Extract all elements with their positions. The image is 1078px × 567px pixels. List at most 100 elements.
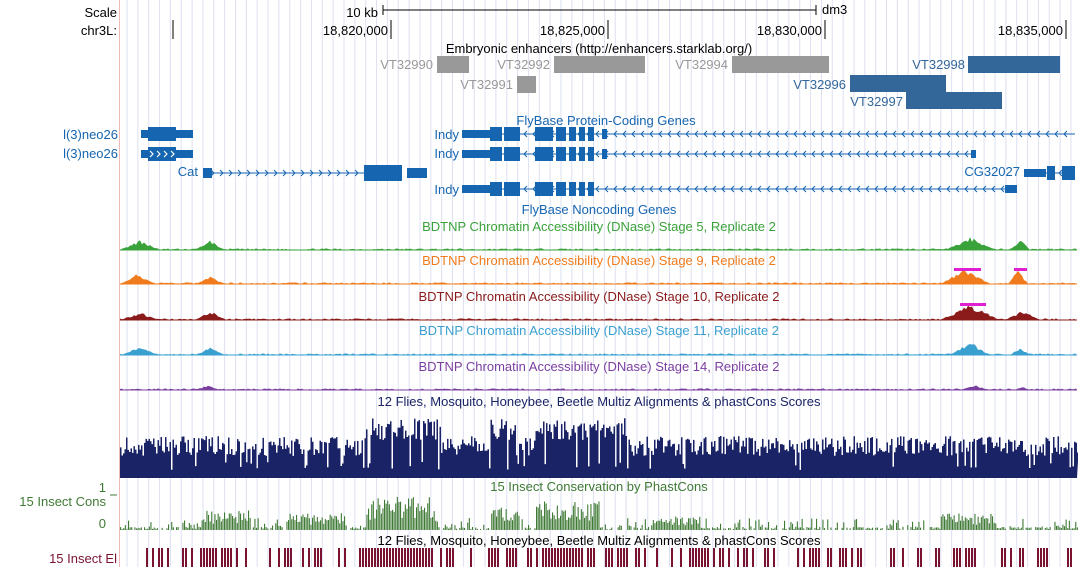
gene-exon[interactable]	[504, 127, 520, 141]
gene-exon[interactable]	[588, 182, 594, 196]
strand-arrow	[766, 130, 771, 138]
dnase-wiggles[interactable]	[120, 237, 1077, 391]
strand-arrow	[170, 150, 175, 158]
gene-exon[interactable]	[462, 150, 490, 158]
enhancer-vt32996[interactable]	[850, 75, 946, 92]
element-bar	[719, 548, 721, 567]
cons-bar	[582, 511, 584, 530]
enhancer-vt32990[interactable]	[437, 56, 469, 73]
cons-bar	[504, 520, 506, 530]
gene-exon[interactable]	[462, 185, 490, 193]
gene-exon[interactable]	[556, 127, 566, 141]
gene-exon[interactable]	[535, 147, 553, 161]
gene-exon[interactable]	[490, 182, 502, 196]
dnase-stage10-title: BDTNP Chromatin Accessibility (DNase) St…	[418, 289, 779, 304]
cons-bar	[467, 522, 469, 530]
cons-bar	[700, 527, 702, 530]
enhancer-vt32994[interactable]	[732, 56, 829, 73]
cons-bar	[344, 516, 346, 530]
element-bar	[722, 548, 724, 567]
gene-exon[interactable]	[602, 129, 607, 139]
gene-exon[interactable]	[569, 182, 576, 196]
enhancer-vt32991[interactable]	[517, 76, 536, 93]
gene-exon[interactable]	[535, 127, 553, 141]
gene-exon[interactable]	[141, 130, 148, 138]
cons-bar	[388, 504, 390, 530]
gene-exon[interactable]	[141, 150, 148, 158]
cons-track-title: 15 Insect Conservation by PhastCons	[490, 479, 708, 494]
strand-arrow	[946, 185, 951, 193]
gene-exon[interactable]	[579, 182, 585, 196]
strand-arrow	[964, 185, 969, 193]
cons-bar	[852, 527, 854, 530]
gene-exon[interactable]	[535, 182, 553, 196]
multiz-signal[interactable]	[120, 418, 1078, 478]
cons-bar	[835, 527, 837, 530]
element-bar	[827, 548, 829, 567]
enhancer-vt32992[interactable]	[554, 56, 645, 73]
cons-bar	[305, 517, 307, 530]
gene-exon[interactable]	[579, 127, 585, 141]
enhancer-vt32998[interactable]	[968, 56, 1060, 73]
gene-exon[interactable]	[490, 147, 502, 161]
element-bar	[1022, 548, 1024, 567]
element-bar	[422, 548, 424, 567]
gene-exon[interactable]	[364, 165, 402, 181]
gene-exon[interactable]	[602, 149, 607, 159]
gene-exon[interactable]	[556, 182, 566, 196]
element-bar	[392, 548, 394, 567]
gene-exon[interactable]	[1005, 185, 1017, 193]
element-bar	[1070, 548, 1072, 567]
cons-bar	[1014, 527, 1016, 530]
cons-bar	[995, 523, 997, 530]
dnase-signal-0[interactable]	[120, 237, 1077, 250]
gene-exon[interactable]	[579, 147, 585, 161]
gene-exon[interactable]	[462, 130, 490, 138]
gene-exon[interactable]	[588, 127, 594, 141]
gene-exon[interactable]	[588, 147, 594, 161]
gene-exon[interactable]	[148, 127, 176, 141]
cons-bar	[244, 518, 246, 530]
gene-exon[interactable]	[176, 130, 193, 138]
element-bar	[893, 548, 895, 567]
strand-arrow	[829, 130, 834, 138]
strand-arrow	[649, 185, 654, 193]
gene-exon[interactable]	[504, 182, 520, 196]
cons-bar	[406, 508, 408, 530]
gene-exon[interactable]	[569, 127, 576, 141]
cons-bar	[233, 518, 235, 530]
dnase-signal-2[interactable]	[120, 305, 1077, 320]
gene-models[interactable]	[141, 127, 1075, 196]
gene-exon[interactable]	[569, 147, 576, 161]
multiz-conservation-bars[interactable]	[120, 418, 1078, 478]
strand-arrow	[649, 130, 654, 138]
dnase-signal-1[interactable]	[120, 269, 1077, 284]
gene-exon[interactable]	[1047, 166, 1055, 180]
cons-bar	[476, 528, 478, 530]
gene-exon[interactable]	[490, 127, 502, 141]
gene-exon[interactable]	[148, 147, 176, 161]
strand-arrow	[255, 169, 260, 177]
enhancer-vt32997[interactable]	[906, 92, 1002, 109]
cons-bar	[857, 527, 859, 530]
gene-exon[interactable]	[1024, 169, 1046, 177]
gene-exon[interactable]	[176, 150, 193, 158]
elements-bars[interactable]	[146, 548, 1072, 567]
gene-exon[interactable]	[556, 147, 566, 161]
element-bar	[959, 548, 961, 567]
dnase-signal-3[interactable]	[120, 343, 1077, 355]
cons-bars[interactable]	[120, 496, 1078, 530]
element-bar	[611, 548, 613, 567]
gene-exon[interactable]	[203, 168, 212, 178]
gene-exon[interactable]	[971, 150, 976, 158]
element-bar	[317, 548, 319, 567]
gene-exon[interactable]	[407, 168, 427, 178]
gene-exon[interactable]	[504, 147, 520, 161]
enhancer-label: VT32997	[850, 94, 903, 109]
dnase-signal-4[interactable]	[120, 385, 1077, 390]
strand-arrow	[892, 185, 897, 193]
gene-exon[interactable]	[1062, 166, 1075, 180]
cons-bar	[144, 527, 146, 530]
ruler-position: 18,830,000	[757, 23, 822, 38]
